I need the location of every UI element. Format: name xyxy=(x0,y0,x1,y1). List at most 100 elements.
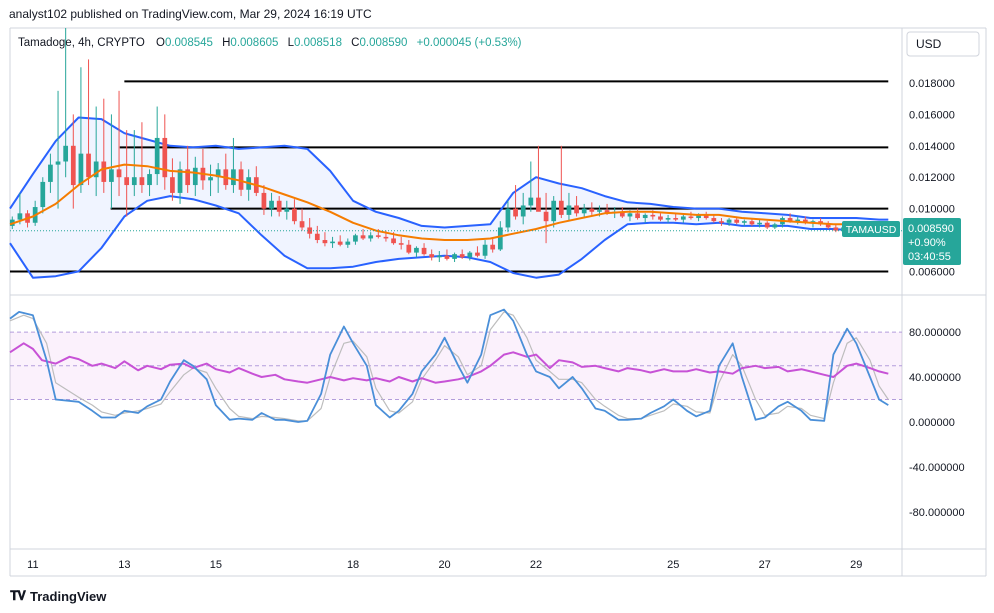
price-tag: TAMAUSD 0.008590 +0.90% 03:40:55 xyxy=(842,218,961,265)
candle-body xyxy=(619,211,625,217)
time-tick-label: 22 xyxy=(530,559,542,571)
osc-tick-label: 0.000000 xyxy=(909,417,955,429)
bollinger-fill xyxy=(10,117,889,278)
time-tick-label: 11 xyxy=(27,559,38,571)
candle-body xyxy=(749,221,755,225)
candle-body xyxy=(436,255,442,258)
candle-body xyxy=(566,205,572,215)
candle-body xyxy=(398,243,404,245)
time-tick-label: 15 xyxy=(210,559,222,571)
candle xyxy=(48,153,53,193)
candle xyxy=(78,67,84,193)
candle-body xyxy=(734,219,740,223)
candle xyxy=(757,219,762,228)
candle-body xyxy=(177,169,183,193)
footer-brand[interactable]: 𝐓𝐕 TradingView xyxy=(10,588,106,604)
symbol-label: Tamadoge, 4h, CRYPTO xyxy=(18,37,145,49)
candle xyxy=(368,232,374,242)
candle xyxy=(101,98,107,193)
candle xyxy=(398,236,404,250)
candle xyxy=(147,169,152,197)
candle-body xyxy=(93,161,99,178)
candle-body xyxy=(330,241,335,244)
candle-body xyxy=(688,216,694,219)
candle-body xyxy=(475,252,480,256)
candle xyxy=(581,203,587,219)
candle-body xyxy=(131,177,137,186)
candle-body xyxy=(414,247,419,253)
candle xyxy=(444,249,450,261)
candle xyxy=(124,130,130,217)
candle-body xyxy=(520,205,526,217)
candle xyxy=(345,238,351,248)
candle-body xyxy=(429,254,435,258)
candle xyxy=(330,236,335,248)
candle xyxy=(231,137,236,193)
candle-body xyxy=(642,214,648,219)
candle xyxy=(215,163,221,193)
symbol-tag: TAMAUSD xyxy=(846,224,897,236)
candle-body xyxy=(444,255,450,259)
symbol-tag-box xyxy=(842,221,900,237)
candle-body xyxy=(208,177,213,181)
candle-body xyxy=(70,145,76,186)
candle-body xyxy=(238,169,244,190)
candle xyxy=(429,249,435,261)
candle xyxy=(162,114,168,190)
price-tick-label: 0.014000 xyxy=(909,141,955,153)
low-value: 0.008518 xyxy=(294,37,342,49)
candle-body xyxy=(124,177,130,186)
candle xyxy=(459,249,465,259)
candle-body xyxy=(543,211,549,222)
oscillator-pane xyxy=(9,308,902,423)
candle xyxy=(284,200,290,220)
time-tick-label: 25 xyxy=(667,559,679,571)
candle-body xyxy=(368,235,374,239)
candle xyxy=(63,28,69,178)
candle xyxy=(299,208,305,231)
close-value: 0.008590 xyxy=(359,37,407,49)
candle xyxy=(741,219,747,226)
candle-body xyxy=(322,240,328,244)
candle-body xyxy=(452,254,457,259)
candle-body xyxy=(116,169,122,178)
candle-body xyxy=(147,174,152,186)
candle-body xyxy=(658,216,663,220)
candle xyxy=(307,218,313,239)
candle xyxy=(520,192,526,225)
candle-body xyxy=(314,233,320,241)
candle xyxy=(475,246,480,258)
candle-body xyxy=(513,208,518,217)
candle xyxy=(452,252,457,263)
candle-body xyxy=(459,254,465,258)
currency-label: USD xyxy=(916,37,942,51)
candle xyxy=(764,221,770,230)
candle xyxy=(558,145,564,219)
candle xyxy=(17,192,23,225)
candle xyxy=(292,199,297,225)
price-tick-label: 0.016000 xyxy=(909,109,955,121)
candle xyxy=(574,196,579,217)
candle-body xyxy=(802,219,808,223)
candle xyxy=(688,211,694,220)
time-tick-label: 27 xyxy=(759,559,771,571)
candle-body xyxy=(719,221,724,223)
candle xyxy=(170,158,175,201)
candle xyxy=(261,185,267,215)
candle-body xyxy=(63,145,69,162)
price-tag-change: +0.90% xyxy=(908,237,946,249)
candle xyxy=(513,185,518,220)
candle-body xyxy=(375,235,381,237)
currency-button[interactable]: USD xyxy=(906,31,980,57)
candle-body xyxy=(635,213,640,219)
price-pane xyxy=(9,28,902,279)
price-tick-label: 0.018000 xyxy=(909,78,955,90)
candle-body xyxy=(795,219,801,222)
candle-body xyxy=(345,241,351,245)
candle xyxy=(177,161,183,204)
candle-body xyxy=(703,214,709,219)
candle-body xyxy=(215,169,221,178)
candle xyxy=(314,225,320,244)
high-value: 0.008605 xyxy=(230,37,278,49)
